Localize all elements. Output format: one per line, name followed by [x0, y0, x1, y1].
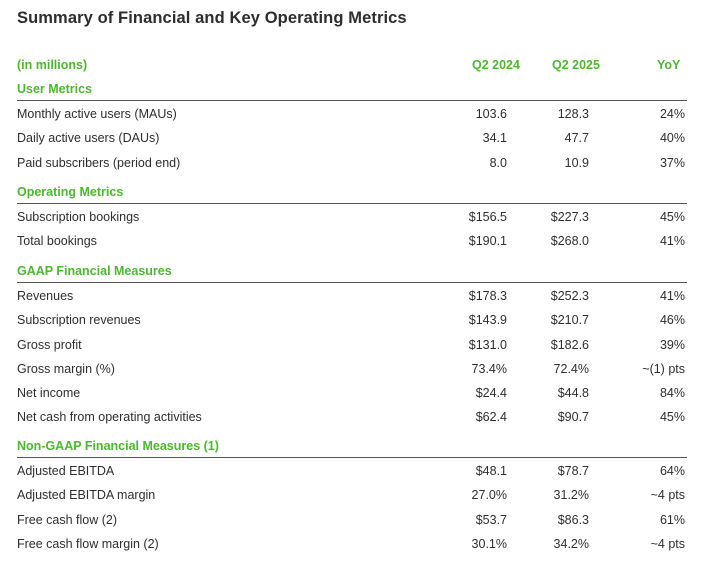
- q2-2024-value: 34.1: [482, 131, 507, 146]
- table-row: Adjusted EBITDA $48.1 $78.7 64%: [17, 458, 687, 482]
- table-row: Gross margin (%) 73.4% 72.4% ~(1) pts: [17, 356, 687, 380]
- section-title: Operating Metrics: [17, 184, 687, 204]
- q2-2025-value: $86.3: [557, 512, 589, 527]
- row-label: Subscription revenues: [17, 313, 141, 328]
- q2-2025-value: $252.3: [550, 289, 589, 303]
- table-row: Adjusted EBITDA margin 27.0% 31.2% ~4 pt…: [17, 482, 687, 506]
- q2-2024-value: $24.4: [475, 386, 507, 401]
- q2-2024-value: 27.0%: [471, 488, 507, 503]
- q2-2025-value: 128.3: [557, 107, 589, 121]
- yoy-value: 46%: [659, 313, 685, 328]
- yoy-header: YoY: [657, 58, 681, 72]
- table-row: Net cash from operating activities $62.4…: [17, 404, 687, 428]
- row-label: Total bookings: [17, 234, 97, 249]
- q2-2024-value: $131.0: [468, 337, 507, 352]
- table-row: Subscription bookings $156.5 $227.3 45%: [17, 204, 687, 228]
- row-label: Revenues: [17, 289, 74, 303]
- section-gaap-measures: GAAP Financial Measures Revenues $178.3 …: [17, 263, 687, 429]
- row-label: Net cash from operating activities: [17, 410, 202, 425]
- q2-2025-value: 47.7: [564, 131, 589, 146]
- q2-2024-value: 8.0: [489, 155, 507, 170]
- q2-2024-value: 30.1%: [471, 536, 507, 551]
- row-label: Free cash flow margin (2): [17, 536, 159, 551]
- yoy-value: ~4 pts: [650, 488, 685, 503]
- yoy-value: 41%: [659, 234, 685, 249]
- yoy-value: 64%: [659, 464, 685, 478]
- yoy-value: 45%: [659, 410, 685, 425]
- units-header: (in millions): [17, 58, 88, 72]
- q2-2024-value: $178.3: [468, 289, 507, 303]
- row-label: Monthly active users (MAUs): [17, 107, 177, 121]
- row-label: Paid subscribers (period end): [17, 155, 181, 170]
- section-title: Non-GAAP Financial Measures (1): [17, 438, 687, 458]
- row-label: Net income: [17, 386, 81, 401]
- table-row: Subscription revenues $143.9 $210.7 46%: [17, 307, 687, 331]
- q2-2024-value: $143.9: [468, 313, 507, 328]
- q2-2025-value: $227.3: [550, 210, 589, 224]
- q2-2025-value: $44.8: [557, 386, 589, 401]
- table-row: Free cash flow (2) $53.7 $86.3 61%: [17, 507, 687, 531]
- table-row: Revenues $178.3 $252.3 41%: [17, 283, 687, 307]
- yoy-value: 40%: [659, 131, 685, 146]
- table-row: Daily active users (DAUs) 34.1 47.7 40%: [17, 125, 687, 149]
- section-user-metrics: User Metrics Monthly active users (MAUs)…: [17, 81, 687, 174]
- q2-2024-value: $62.4: [475, 410, 507, 425]
- yoy-value: 41%: [659, 289, 685, 303]
- table-row: Monthly active users (MAUs) 103.6 128.3 …: [17, 101, 687, 125]
- q2-2024-header: Q2 2024: [472, 58, 520, 72]
- yoy-value: 24%: [659, 107, 685, 121]
- yoy-value: ~4 pts: [650, 536, 685, 551]
- q2-2025-value: $78.7: [557, 464, 589, 478]
- q2-2025-value: 34.2%: [553, 536, 589, 551]
- q2-2025-value: $268.0: [550, 234, 589, 249]
- yoy-value: 37%: [659, 155, 685, 170]
- row-label: Gross profit: [17, 337, 82, 352]
- q2-2024-value: $53.7: [475, 512, 507, 527]
- yoy-value: 61%: [659, 512, 685, 527]
- row-label: Daily active users (DAUs): [17, 131, 160, 146]
- section-title: User Metrics: [17, 81, 687, 101]
- yoy-value: 39%: [659, 337, 685, 352]
- row-label: Free cash flow (2): [17, 512, 118, 527]
- q2-2024-value: $156.5: [468, 210, 507, 224]
- page-title: Summary of Financial and Key Operating M…: [17, 9, 407, 27]
- row-label: Gross margin (%): [17, 361, 115, 376]
- row-label: Adjusted EBITDA: [17, 464, 115, 478]
- section-non-gaap-measures: Non-GAAP Financial Measures (1) Adjusted…: [17, 438, 687, 555]
- q2-2024-value: $190.1: [468, 234, 507, 249]
- yoy-value: 84%: [659, 386, 685, 401]
- table-row: Total bookings $190.1 $268.0 41%: [17, 228, 687, 252]
- q2-2025-value: $90.7: [557, 410, 589, 425]
- section-operating-metrics: Operating Metrics Subscription bookings …: [17, 184, 687, 253]
- q2-2024-value: 103.6: [475, 107, 507, 121]
- q2-2025-value: 31.2%: [553, 488, 589, 503]
- table-row: Free cash flow margin (2) 30.1% 34.2% ~4…: [17, 531, 687, 555]
- row-label: Adjusted EBITDA margin: [17, 488, 156, 503]
- q2-2025-value: 72.4%: [553, 361, 589, 376]
- yoy-value: ~(1) pts: [642, 361, 685, 376]
- q2-2025-header: Q2 2025: [552, 58, 600, 72]
- q2-2024-value: $48.1: [475, 464, 507, 478]
- q2-2025-value: 10.9: [564, 155, 589, 170]
- table-row: Paid subscribers (period end) 8.0 10.9 3…: [17, 150, 687, 174]
- yoy-value: 45%: [659, 210, 685, 224]
- section-title: GAAP Financial Measures: [17, 263, 687, 283]
- q2-2025-value: $210.7: [550, 313, 589, 328]
- column-header-row: (in millions) Q2 2024 Q2 2025 YoY: [17, 58, 687, 74]
- row-label: Subscription bookings: [17, 210, 140, 224]
- q2-2025-value: $182.6: [550, 337, 589, 352]
- q2-2024-value: 73.4%: [471, 361, 507, 376]
- table-row: Net income $24.4 $44.8 84%: [17, 380, 687, 404]
- table-row: Gross profit $131.0 $182.6 39%: [17, 332, 687, 356]
